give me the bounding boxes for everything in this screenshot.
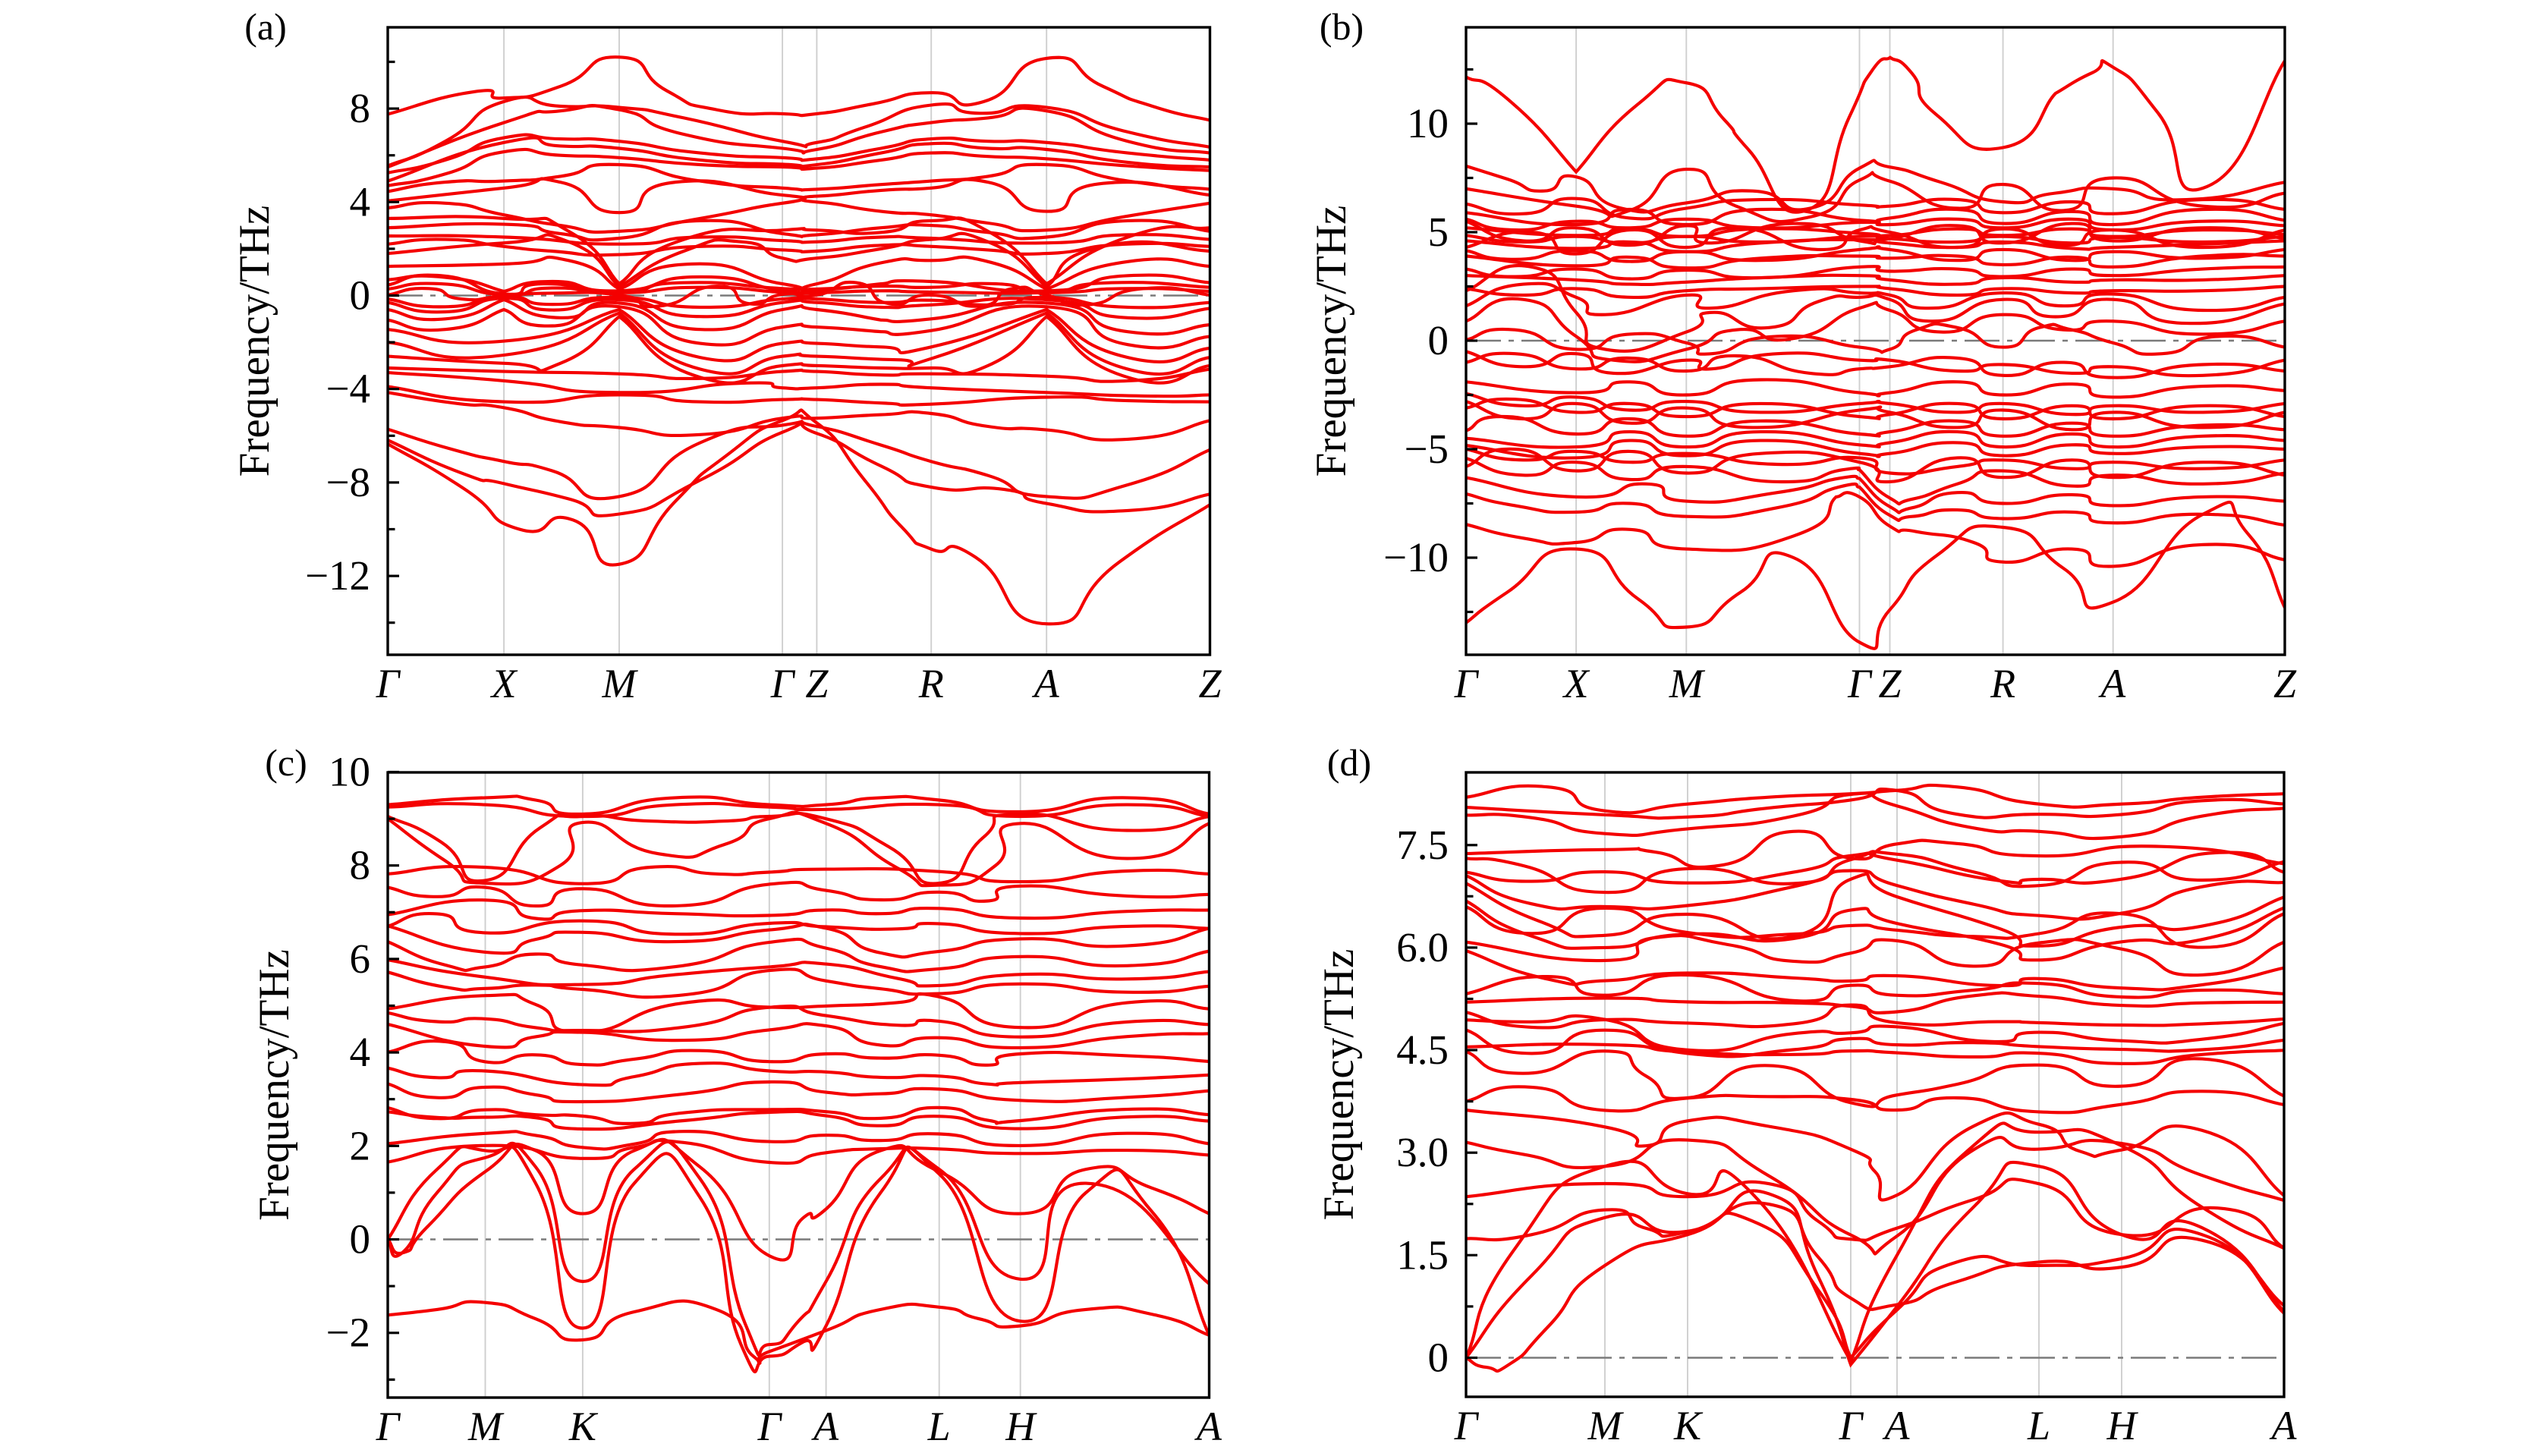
- svg-text:3.0: 3.0: [1396, 1129, 1449, 1175]
- svg-text:M: M: [602, 661, 639, 706]
- svg-text:Γ: Γ: [1847, 661, 1873, 706]
- svg-text:Γ: Γ: [1454, 1403, 1480, 1448]
- svg-text:L: L: [927, 1404, 951, 1449]
- svg-text:−10: −10: [1383, 534, 1449, 580]
- svg-text:6: 6: [350, 936, 371, 982]
- svg-text:Z: Z: [2273, 661, 2297, 706]
- svg-text:A: A: [811, 1404, 839, 1449]
- svg-text:M: M: [467, 1404, 505, 1449]
- svg-text:Frequency/THz: Frequency/THz: [231, 206, 278, 477]
- svg-text:Γ: Γ: [376, 661, 401, 706]
- svg-text:Γ: Γ: [376, 1404, 401, 1449]
- svg-text:4: 4: [350, 178, 371, 225]
- svg-text:0: 0: [1428, 317, 1449, 363]
- svg-text:Frequency/THz: Frequency/THz: [250, 949, 298, 1221]
- svg-text:10: 10: [1407, 100, 1449, 146]
- svg-text:X: X: [1562, 661, 1590, 706]
- svg-text:A: A: [1883, 1403, 1911, 1448]
- svg-text:−8: −8: [326, 459, 370, 505]
- svg-text:8: 8: [350, 85, 371, 131]
- svg-text:X: X: [490, 661, 518, 706]
- svg-text:K: K: [568, 1404, 599, 1449]
- svg-text:A: A: [1032, 661, 1060, 706]
- svg-text:−4: −4: [326, 366, 370, 412]
- svg-text:Frequency/THz: Frequency/THz: [1315, 949, 1363, 1221]
- svg-text:Z: Z: [1878, 661, 1902, 706]
- svg-text:R: R: [1990, 661, 2015, 706]
- svg-text:Γ: Γ: [770, 661, 796, 706]
- svg-text:0: 0: [350, 1216, 371, 1263]
- svg-text:L: L: [2027, 1403, 2050, 1448]
- svg-text:−5: −5: [1404, 426, 1449, 472]
- svg-text:−12: −12: [305, 552, 370, 599]
- svg-text:R: R: [918, 661, 944, 706]
- svg-text:(d): (d): [1327, 741, 1371, 784]
- svg-text:Z: Z: [1198, 661, 1222, 706]
- svg-text:K: K: [1673, 1403, 1704, 1448]
- svg-text:A: A: [1194, 1404, 1222, 1449]
- svg-text:Γ: Γ: [1839, 1403, 1864, 1448]
- svg-text:2: 2: [350, 1122, 371, 1168]
- svg-text:A: A: [2270, 1403, 2298, 1448]
- svg-text:M: M: [1669, 661, 1706, 706]
- svg-text:−2: −2: [326, 1310, 370, 1356]
- svg-text:M: M: [1587, 1403, 1625, 1448]
- svg-text:0: 0: [1428, 1335, 1449, 1381]
- svg-text:10: 10: [329, 749, 370, 795]
- svg-text:Z: Z: [805, 661, 829, 706]
- svg-text:0: 0: [350, 272, 371, 319]
- svg-text:4: 4: [350, 1029, 371, 1075]
- svg-text:5: 5: [1428, 209, 1449, 255]
- svg-text:7.5: 7.5: [1396, 822, 1449, 868]
- svg-text:(c): (c): [265, 741, 307, 784]
- svg-text:A: A: [2098, 661, 2126, 706]
- svg-text:Γ: Γ: [1454, 661, 1480, 706]
- svg-text:(b): (b): [1320, 5, 1364, 48]
- svg-text:1.5: 1.5: [1396, 1231, 1449, 1278]
- svg-text:8: 8: [350, 842, 371, 888]
- svg-text:H: H: [2106, 1403, 2139, 1448]
- svg-text:4.5: 4.5: [1396, 1027, 1449, 1073]
- svg-text:Frequency/THz: Frequency/THz: [1307, 206, 1355, 477]
- svg-text:6.0: 6.0: [1396, 924, 1449, 970]
- svg-text:(a): (a): [244, 5, 287, 48]
- svg-text:Γ: Γ: [757, 1404, 782, 1449]
- svg-text:H: H: [1005, 1404, 1037, 1449]
